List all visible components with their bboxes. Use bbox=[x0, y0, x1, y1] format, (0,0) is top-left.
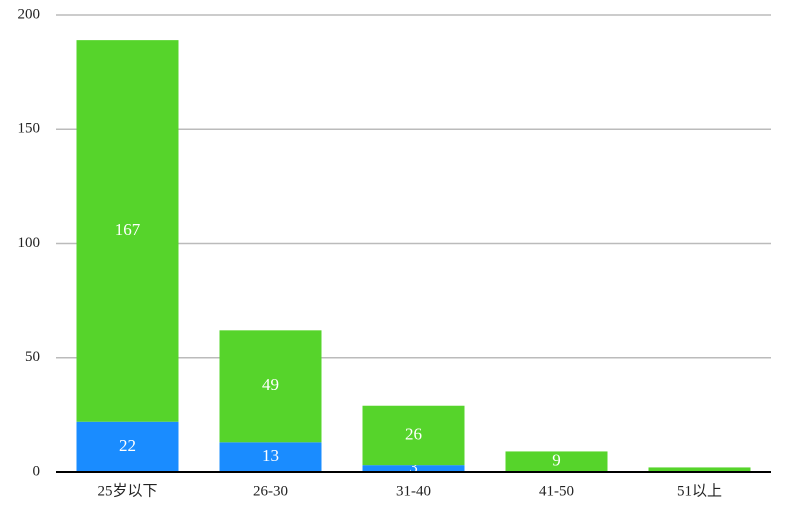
x-tick-label: 51以上 bbox=[677, 482, 722, 499]
x-tick-label: 41-50 bbox=[539, 483, 574, 499]
bar-segment bbox=[219, 330, 322, 443]
data-label: 3 bbox=[409, 457, 418, 476]
data-label: 13 bbox=[262, 446, 279, 465]
bar-segment bbox=[505, 451, 608, 472]
data-label: 22 bbox=[119, 436, 136, 455]
x-tick-label: 31-40 bbox=[396, 483, 431, 499]
data-label: 167 bbox=[115, 220, 141, 239]
data-label: 49 bbox=[262, 375, 279, 394]
x-tick-label: 25岁以下 bbox=[97, 482, 157, 499]
data-label: 9 bbox=[552, 451, 561, 470]
bar-segment bbox=[76, 40, 179, 422]
y-tick-label: 150 bbox=[18, 121, 41, 137]
y-tick-label: 50 bbox=[25, 349, 40, 365]
y-tick-label: 200 bbox=[18, 6, 41, 22]
bar-segment bbox=[219, 442, 322, 472]
bar-segment bbox=[362, 465, 465, 472]
y-tick-label: 0 bbox=[33, 463, 41, 479]
bar-segment bbox=[362, 405, 465, 466]
data-label: 26 bbox=[405, 424, 422, 443]
bar-segment bbox=[76, 421, 179, 472]
y-tick-label: 100 bbox=[18, 235, 41, 251]
bar-segment bbox=[648, 467, 751, 472]
x-tick-label: 26-30 bbox=[253, 483, 288, 499]
